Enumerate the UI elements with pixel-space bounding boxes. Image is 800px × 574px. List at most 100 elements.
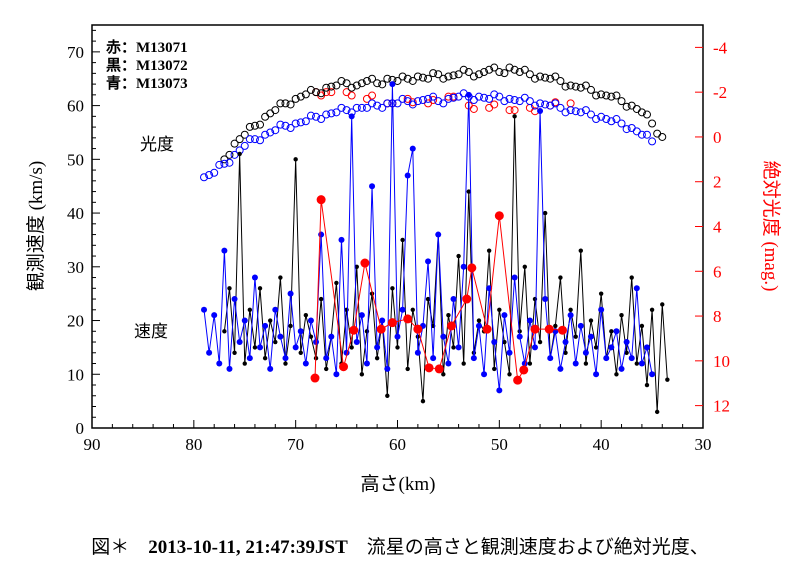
annotation-velocity: 速度	[134, 322, 168, 341]
velocity-point-M13072	[598, 291, 604, 296]
magnitude-point-M13072	[602, 91, 611, 100]
figure-caption: 図＊ 2013-10-11, 21:47:39JST 流星の高さと観測速度および…	[0, 532, 800, 559]
velocity-point-M13073	[542, 296, 549, 303]
legend-entry-black: 黒：M13072	[106, 57, 188, 74]
magnitude-point-M13071	[469, 104, 478, 113]
velocity-point-M13073	[272, 306, 279, 313]
magnitude-point-M13072	[357, 79, 366, 88]
velocity-point-M13073	[216, 360, 223, 367]
velocity-point-M13073	[394, 333, 401, 340]
magnitude-point-M13072	[266, 109, 275, 118]
magnitude-point-M13072	[271, 106, 280, 115]
velocity-point-M13073	[506, 349, 513, 356]
magnitude-point-M13071	[510, 106, 519, 115]
magnitude-point-M13073	[439, 99, 448, 108]
magnitude-point-M13072	[612, 91, 621, 100]
magnitude-point-M13071	[368, 91, 377, 100]
magnitude-point-M13073	[530, 101, 539, 110]
magnitude-point-M13072	[429, 69, 438, 78]
magnitude-point-M13073	[276, 120, 285, 129]
magnitude-point-M13073	[571, 107, 580, 116]
magnitude-point-M13072	[520, 65, 529, 74]
magnitude-point-M13073	[296, 118, 305, 127]
velocity-point-M13073	[598, 306, 605, 313]
velocity-point-M13072	[410, 307, 415, 312]
velocity-point-M13073	[587, 333, 594, 340]
magnitude-point-M13072	[642, 110, 651, 119]
velocity-point-M13073	[221, 247, 228, 254]
velocity-point-M13072	[512, 114, 517, 119]
magnitude-point-M13073	[556, 103, 565, 112]
velocity-point-M13072	[374, 355, 380, 361]
velocity-point-M13071	[494, 211, 504, 221]
magnitude-point-M13072	[637, 108, 646, 117]
magnitude-point-M13072	[327, 82, 336, 91]
velocity-point-M13072	[578, 248, 583, 253]
magnitude-point-M13072	[449, 71, 458, 80]
magnitude-point-M13072	[480, 68, 489, 77]
magnitude-point-M13073	[245, 135, 254, 144]
velocity-point-M13071	[387, 318, 397, 328]
velocity-point-M13072	[461, 361, 466, 366]
velocity-point-M13071	[339, 362, 349, 372]
magnitude-point-M13073	[378, 103, 387, 112]
x-tick-label: 70	[287, 435, 304, 454]
magnitude-point-M13072	[383, 74, 392, 83]
magnitude-point-M13073	[393, 99, 402, 108]
velocity-point-M13073	[628, 355, 635, 362]
velocity-point-M13072	[568, 307, 573, 312]
velocity-point-M13072	[665, 377, 670, 382]
magnitude-point-M13073	[225, 158, 234, 167]
velocity-point-M13072	[588, 318, 594, 323]
velocity-point-M13072	[624, 350, 629, 355]
velocity-point-M13072	[252, 345, 258, 350]
velocity-point-M13072	[476, 318, 482, 323]
velocity-point-M13072	[614, 372, 619, 377]
magnitude-point-M13073	[515, 97, 524, 106]
velocity-point-M13073	[206, 349, 213, 356]
velocity-point-M13072	[639, 323, 645, 329]
magnitude-point-M13072	[362, 76, 371, 85]
velocity-point-M13072	[593, 345, 599, 350]
magnitude-point-M13072	[413, 72, 422, 81]
y-tick-label: 0	[76, 419, 85, 438]
magnitude-point-M13072	[536, 72, 545, 81]
magnitude-point-M13073	[525, 97, 534, 106]
velocity-point-M13072	[237, 151, 242, 157]
velocity-point-M13073	[257, 344, 264, 351]
magnitude-point-M13073	[215, 160, 224, 169]
magnitude-point-M13072	[368, 74, 377, 83]
y-tick-label: 20	[67, 312, 84, 331]
velocity-point-M13073	[562, 339, 569, 346]
magnitude-point-M13072	[485, 65, 494, 74]
velocity-point-M13073	[430, 355, 437, 362]
velocity-point-M13071	[467, 263, 477, 273]
velocity-point-M13072	[262, 355, 268, 361]
magnitude-point-M13073	[500, 97, 509, 106]
velocity-point-M13072	[334, 280, 339, 286]
magnitude-point-M13073	[444, 94, 453, 103]
magnitude-point-M13073	[612, 115, 621, 124]
y-axis-label: 観測速度 (km/s)	[25, 161, 47, 291]
magnitude-point-M13073	[424, 94, 433, 103]
magnitude-point-M13073	[240, 141, 249, 150]
magnitude-point-M13072	[541, 73, 550, 82]
magnitude-point-M13072	[648, 119, 657, 128]
y2-tick-label: 4	[713, 218, 722, 237]
magnitude-point-M13073	[352, 103, 361, 112]
magnitude-point-M13072	[617, 97, 626, 106]
velocity-point-M13071	[310, 373, 320, 383]
magnitude-point-M13072	[424, 74, 433, 83]
magnitude-point-M13072	[230, 139, 239, 148]
magnitude-point-M13073	[317, 115, 326, 124]
velocity-point-M13072	[527, 361, 533, 366]
velocity-point-M13072	[268, 318, 273, 323]
magnitude-point-M13072	[495, 68, 504, 77]
magnitude-point-M13072	[317, 89, 326, 98]
velocity-point-M13073	[277, 333, 284, 340]
velocity-line-M13071	[314, 199, 563, 382]
velocity-point-M13072	[497, 307, 502, 312]
velocity-point-M13071	[434, 364, 444, 374]
velocity-point-M13072	[405, 366, 410, 372]
magnitude-point-M13072	[398, 72, 407, 81]
